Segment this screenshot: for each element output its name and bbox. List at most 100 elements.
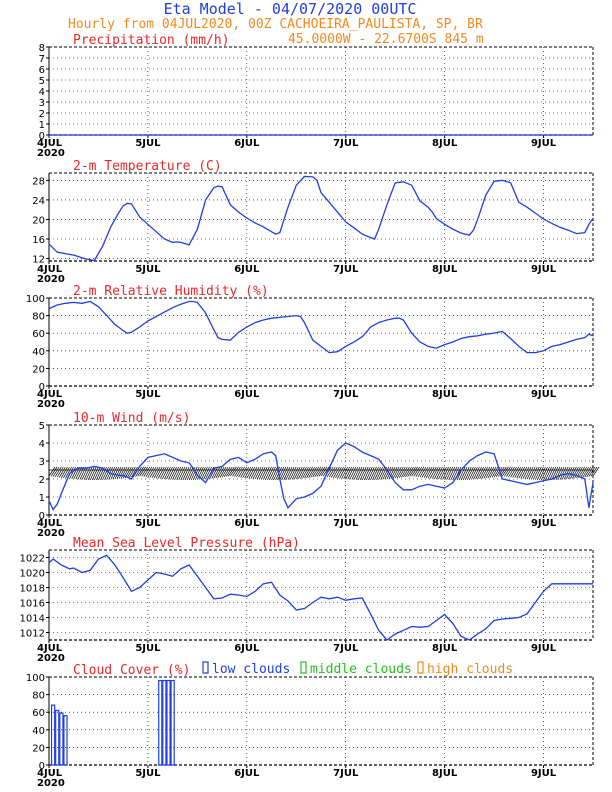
wind-barb	[565, 466, 573, 480]
wind-barb	[361, 466, 369, 481]
wind-barb	[349, 466, 357, 480]
x-tick-label: 8JUL	[432, 643, 458, 654]
wind-barb	[81, 466, 89, 480]
wind-barb	[335, 466, 342, 479]
wind-barb	[186, 466, 194, 481]
wind-barb	[357, 466, 365, 480]
wind-barb	[355, 466, 363, 480]
wind-barb	[504, 466, 511, 477]
wind-barb	[421, 466, 429, 478]
wind-barb	[559, 466, 567, 480]
wind-barb	[526, 466, 534, 480]
y-tick-label: 0	[39, 382, 45, 393]
x-tick-label: 4JUL	[37, 138, 63, 149]
y-tick-label: 1012	[20, 629, 45, 640]
series-line-wind	[48, 442, 594, 511]
wind-barb	[159, 466, 167, 479]
wind-barb	[524, 466, 532, 480]
y-tick-label: 80	[32, 691, 45, 702]
wind-barb	[485, 466, 493, 479]
y-tick-label: 0	[39, 761, 45, 772]
wind-barb	[267, 466, 274, 480]
wind-barb	[448, 466, 456, 480]
wind-barb	[194, 466, 202, 480]
wind-barb	[398, 466, 406, 478]
x-tick-label: 7JUL	[333, 389, 359, 400]
x-year-label: 2020	[37, 653, 65, 664]
wind-barb	[386, 466, 394, 480]
wind-barb	[528, 466, 536, 480]
y-tick-label: 12	[32, 255, 45, 266]
x-tick-label: 5JUL	[135, 643, 161, 654]
wind-barb	[425, 466, 433, 479]
wind-barb	[201, 466, 208, 480]
panel-humidity: 0 20 40 60 80 100 4JUL 5JUL 6JUL 7JUL 8JUL 9JUL 2020…	[26, 284, 594, 410]
x-tick-label: 5JUL	[135, 768, 161, 779]
wind-barb	[328, 466, 336, 478]
wind-barb	[293, 466, 301, 480]
x-year-label: 2020	[37, 778, 65, 789]
panel-temperature: 12 16 20 24 28 4JUL 5JUL 6JUL 7JUL 8JUL 9JUL 2020 2-…	[32, 159, 594, 285]
wind-barb	[94, 466, 101, 481]
wind-barb	[242, 466, 250, 478]
wind-barb	[434, 466, 441, 480]
wind-barb	[63, 466, 70, 479]
wind-barb	[506, 466, 513, 477]
x-year-label: 2020	[37, 528, 65, 539]
x-tick-label: 5JUL	[135, 518, 161, 529]
wind-barb	[75, 466, 83, 480]
y-tick-label: 1016	[20, 599, 45, 610]
wind-barb	[265, 466, 272, 480]
wind-barb	[69, 466, 76, 479]
wind-barb	[413, 466, 421, 477]
x-tick-label: 7JUL	[333, 138, 359, 149]
x-tick-label: 6JUL	[234, 518, 260, 529]
panel-pressure: 1012 1014 1016 1018 1020 1022 4JUL 5JUL 6JUL 7JUL…	[20, 536, 594, 664]
x-tick-label: 9JUL	[531, 264, 557, 275]
legend-label: high clouds	[427, 662, 513, 677]
wind-barb	[166, 466, 173, 480]
wind-barb	[58, 466, 66, 478]
wind-barb	[460, 466, 468, 481]
wind-barb	[246, 466, 254, 479]
wind-barb	[351, 466, 359, 480]
cloud-bar	[59, 712, 64, 766]
wind-barb	[213, 466, 221, 479]
y-tick-label: 1	[39, 493, 45, 504]
wind-barb	[141, 466, 149, 477]
wind-barb	[537, 466, 544, 480]
series-line-pressure	[48, 554, 593, 641]
wind-barb	[236, 466, 243, 478]
wind-barb	[116, 466, 124, 479]
wind-barb	[479, 466, 486, 479]
wind-barb	[322, 466, 330, 477]
wind-barb	[230, 466, 237, 477]
wind-barb	[489, 466, 497, 478]
wind-barb	[73, 466, 81, 480]
wind-barb	[444, 466, 451, 480]
wind-barb	[333, 466, 340, 478]
panel-title-humidity: 2-m Relative Humidity (%)	[73, 284, 269, 299]
y-tick-label: 1014	[20, 614, 45, 625]
y-tick-label: 7	[39, 54, 45, 65]
wind-barb	[155, 466, 163, 479]
x-tick-label: 4JUL	[37, 768, 63, 779]
y-tick-label: 5	[39, 421, 45, 432]
wind-barb	[232, 466, 239, 477]
wind-barb	[539, 466, 546, 480]
x-tick-label: 7JUL	[333, 518, 359, 529]
wind-barb	[345, 466, 353, 480]
wind-barb	[372, 466, 379, 481]
wind-barb	[215, 466, 223, 479]
wind-barb	[442, 466, 449, 480]
wind-barb	[586, 466, 594, 478]
wind-barb	[205, 466, 212, 480]
wind-barb	[466, 466, 474, 480]
wind-barb	[534, 466, 542, 480]
wind-barb	[495, 466, 503, 478]
panel-title-cloud: Cloud Cover (%)	[73, 663, 190, 678]
x-tick-label: 9JUL	[531, 138, 557, 149]
panel-title-precip: Precipitation (mm/h)	[73, 33, 230, 48]
x-tick-label: 4JUL	[37, 518, 63, 529]
